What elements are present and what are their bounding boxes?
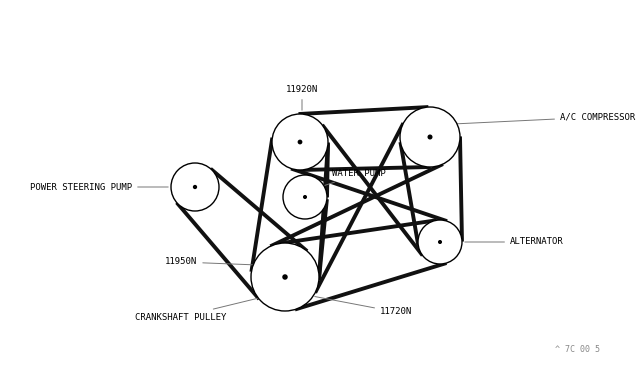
Circle shape: [418, 220, 462, 264]
Text: 11720N: 11720N: [315, 296, 412, 317]
Circle shape: [304, 196, 307, 198]
Circle shape: [283, 275, 287, 279]
Text: A/C COMPRESSOR: A/C COMPRESSOR: [456, 112, 636, 124]
Text: ALTERNATOR: ALTERNATOR: [465, 237, 564, 247]
Text: 11920N: 11920N: [286, 85, 318, 110]
Text: POWER STEERING PUMP: POWER STEERING PUMP: [30, 183, 168, 192]
Circle shape: [400, 107, 460, 167]
Circle shape: [171, 163, 219, 211]
Circle shape: [251, 243, 319, 311]
Circle shape: [193, 186, 196, 189]
Circle shape: [272, 114, 328, 170]
Circle shape: [283, 175, 327, 219]
Text: WATER PUMP: WATER PUMP: [323, 170, 386, 186]
Circle shape: [438, 241, 442, 243]
Circle shape: [428, 135, 432, 139]
Circle shape: [298, 140, 301, 144]
Text: CRANKSHAFT PULLEY: CRANKSHAFT PULLEY: [135, 298, 260, 321]
Text: 11950N: 11950N: [165, 257, 255, 266]
Text: ^ 7C 00 5: ^ 7C 00 5: [555, 345, 600, 354]
